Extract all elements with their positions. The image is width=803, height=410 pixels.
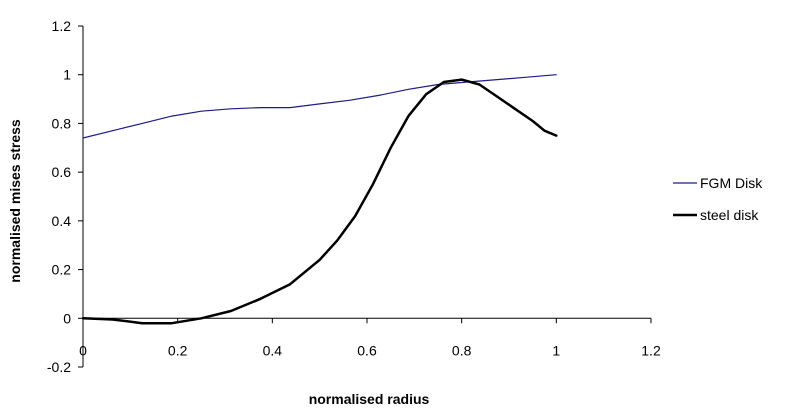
series-layer [81,74,558,325]
y-tick-label: 1.2 [52,18,72,34]
series-line-steel-disk [81,78,558,325]
y-tick-label: -0.2 [47,359,71,375]
y-axis-title: normalised mises stress [7,119,23,283]
x-axis-title: normalised radius [309,391,430,407]
y-tick-label: 0 [63,310,71,326]
y-tick-label: 0.2 [52,262,72,278]
x-tick-label: 0.6 [357,342,377,358]
y-tick-label: 1 [63,67,71,83]
series-line-fgm-disk [82,74,557,139]
legend-label-fgm-disk: FGM Disk [700,175,763,191]
x-tick-label: 0.8 [452,342,472,358]
y-tick-label: 0.8 [52,115,72,131]
x-tick-label: 0.2 [168,342,188,358]
x-axis: 0 0.2 0.4 0.6 0.8 1 1.2 [79,317,661,358]
x-tick-label: 1 [552,342,560,358]
y-tick-label: 0.4 [52,213,72,229]
x-tick-label: 0 [79,342,87,358]
y-tick-label: 0.6 [52,164,72,180]
y-axis: -0.2 0 0.2 0.4 0.6 0.8 1 1.2 [47,18,84,375]
x-tick-label: 1.2 [641,342,661,358]
x-tick-label: 0.4 [263,342,283,358]
legend-label-steel-disk: steel disk [700,207,759,223]
legend: FGM Disk steel disk [673,175,763,223]
